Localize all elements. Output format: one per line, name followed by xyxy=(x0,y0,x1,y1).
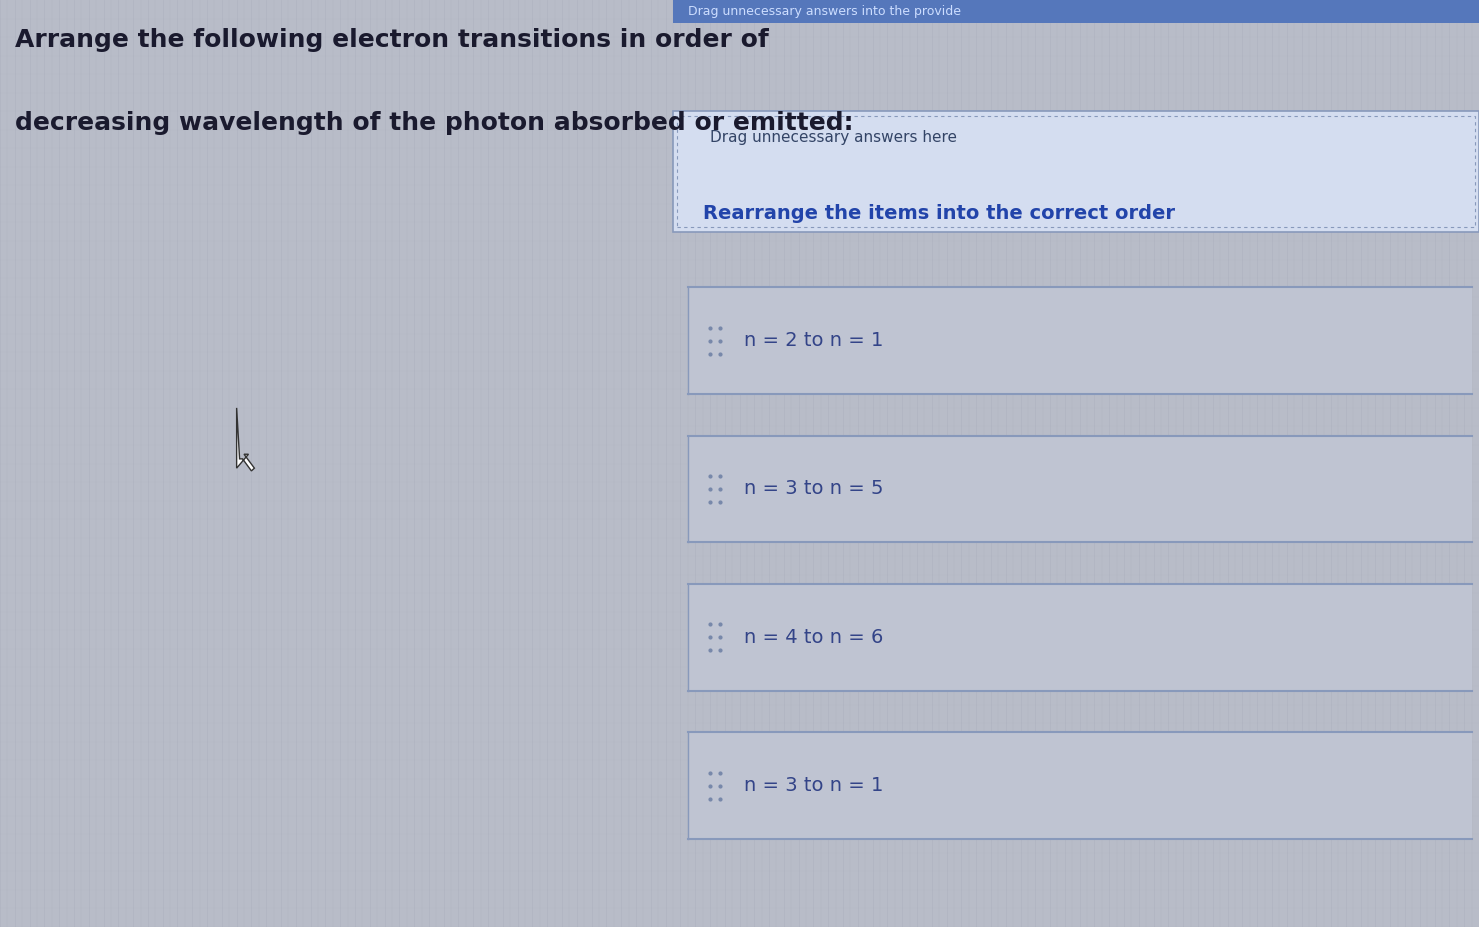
Text: Drag unnecessary answers into the provide: Drag unnecessary answers into the provid… xyxy=(688,5,961,18)
FancyBboxPatch shape xyxy=(688,584,1472,691)
Polygon shape xyxy=(237,408,254,471)
FancyBboxPatch shape xyxy=(688,436,1472,542)
Text: n = 2 to n = 1: n = 2 to n = 1 xyxy=(744,331,883,350)
Text: Rearrange the items into the correct order: Rearrange the items into the correct ord… xyxy=(703,204,1174,222)
Text: Drag unnecessary answers here: Drag unnecessary answers here xyxy=(710,130,957,145)
FancyBboxPatch shape xyxy=(673,111,1479,232)
Text: Arrange the following electron transitions in order of: Arrange the following electron transitio… xyxy=(15,28,769,52)
FancyBboxPatch shape xyxy=(688,732,1472,839)
FancyBboxPatch shape xyxy=(688,287,1472,394)
Text: n = 4 to n = 6: n = 4 to n = 6 xyxy=(744,628,883,647)
Text: decreasing wavelength of the photon absorbed or emitted:: decreasing wavelength of the photon abso… xyxy=(15,111,853,135)
Text: n = 3 to n = 5: n = 3 to n = 5 xyxy=(744,479,883,499)
FancyBboxPatch shape xyxy=(673,0,1479,23)
Text: n = 3 to n = 1: n = 3 to n = 1 xyxy=(744,776,883,795)
